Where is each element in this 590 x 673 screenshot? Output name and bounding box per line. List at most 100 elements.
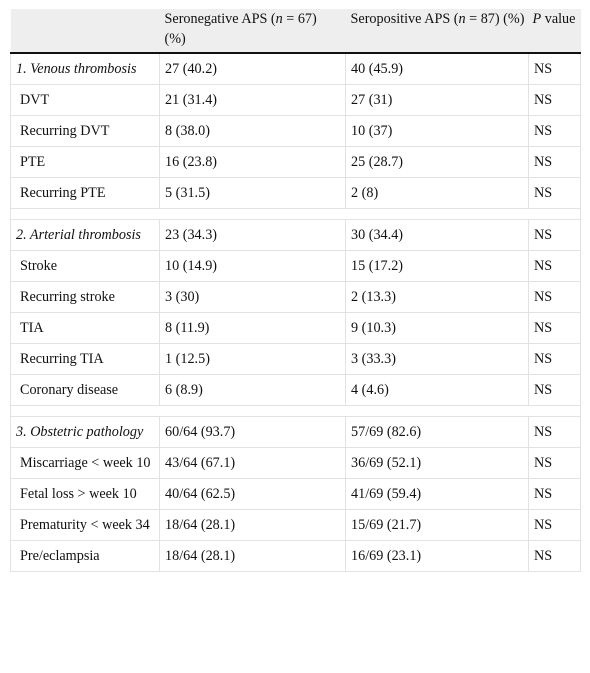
row-label: Fetal loss > week 10 [10, 478, 160, 510]
table-row: Recurring PTE 5 (31.5) 2 (8) NS [10, 177, 581, 209]
p-value: NS [528, 509, 581, 541]
spacer-cell [528, 405, 581, 417]
table-row: Prematurity < week 34 18/64 (28.1) 15/69 (… [10, 509, 581, 541]
table-row: Stroke 10 (14.9) 15 (17.2) NS [10, 250, 581, 282]
header-seronegative: Seronegative APS (n = 67) (%) [159, 9, 346, 54]
seronegative-value: 8 (11.9) [159, 312, 346, 344]
table-row: Miscarriage < week 10 43/64 (67.1) 36/69 (… [10, 447, 581, 479]
seronegative-value: 21 (31.4) [159, 84, 346, 116]
header-p-value: P value [528, 9, 581, 54]
p-value: NS [528, 52, 581, 85]
spacer-cell [345, 208, 529, 220]
seropositive-value: 36/69 (52.1) [345, 447, 529, 479]
spacer-cell [159, 405, 346, 417]
table-row: Recurring DVT 8 (38.0) 10 (37) NS [10, 115, 581, 147]
table-row: Coronary disease 6 (8.9) 4 (4.6) NS [10, 374, 581, 406]
row-label: Recurring DVT [10, 115, 160, 147]
section-spacer [10, 405, 581, 417]
header-seropositive-prefix: Seropositive APS ( [350, 11, 459, 27]
table-row: Recurring TIA 1 (12.5) 3 (33.3) NS [10, 343, 581, 375]
spacer-cell [345, 405, 529, 417]
seropositive-value: 2 (8) [345, 177, 529, 209]
row-label: Recurring PTE [10, 177, 160, 209]
spacer-cell [10, 405, 160, 417]
p-value: NS [528, 374, 581, 406]
p-value: NS [528, 447, 581, 479]
header-p-rest: value [541, 11, 576, 27]
seronegative-value: 43/64 (67.1) [159, 447, 346, 479]
table-body: 1. Venous thrombosis 27 (40.2) 40 (45.9) NS… [10, 52, 581, 572]
seronegative-value: 40/64 (62.5) [159, 478, 346, 510]
header-row: Seronegative APS (n = 67) (%) Seropositi… [10, 9, 581, 54]
table-row: DVT 21 (31.4) 27 (31) NS [10, 84, 581, 116]
p-value: NS [528, 416, 581, 448]
row-label: 3. Obstetric pathology [10, 416, 160, 448]
seronegative-value: 60/64 (93.7) [159, 416, 346, 448]
header-seropositive-n: n [458, 11, 466, 27]
table-row: Recurring stroke 3 (30) 2 (13.3) NS [10, 281, 581, 313]
seropositive-value: 16/69 (23.1) [345, 540, 529, 572]
seronegative-value: 1 (12.5) [159, 343, 346, 375]
section-row: 2. Arterial thrombosis 23 (34.3) 30 (34.4)… [10, 219, 581, 251]
row-label: TIA [10, 312, 160, 344]
table-row: PTE 16 (23.8) 25 (28.7) NS [10, 146, 581, 178]
p-value: NS [528, 343, 581, 375]
section-row: 1. Venous thrombosis 27 (40.2) 40 (45.9) NS [10, 52, 581, 85]
p-value: NS [528, 219, 581, 251]
table-container: Seronegative APS (n = 67) (%) Seropositi… [10, 9, 581, 572]
seronegative-value: 18/64 (28.1) [159, 509, 346, 541]
spacer-cell [159, 208, 346, 220]
row-label: Prematurity < week 34 [10, 509, 160, 541]
seropositive-value: 10 (37) [345, 115, 529, 147]
header-seronegative-suffix: = 67) (%) [164, 11, 317, 47]
header-seronegative-n: n [275, 11, 283, 27]
header-seropositive-suffix: = 87) (%) [465, 11, 525, 27]
spacer-cell [528, 208, 581, 220]
row-label: Recurring stroke [10, 281, 160, 313]
p-value: NS [528, 115, 581, 147]
row-label: PTE [10, 146, 160, 178]
p-value: NS [528, 146, 581, 178]
header-seropositive: Seropositive APS (n = 87) (%) [345, 9, 529, 54]
seronegative-value: 10 (14.9) [159, 250, 346, 282]
header-seronegative-prefix: Seronegative APS ( [164, 11, 276, 27]
seropositive-value: 30 (34.4) [345, 219, 529, 251]
seropositive-value: 3 (33.3) [345, 343, 529, 375]
row-label: Coronary disease [10, 374, 160, 406]
section-spacer [10, 208, 581, 220]
seropositive-value: 9 (10.3) [345, 312, 529, 344]
p-value: NS [528, 84, 581, 116]
p-value: NS [528, 250, 581, 282]
row-label: 1. Venous thrombosis [10, 52, 160, 85]
seropositive-value: 15/69 (21.7) [345, 509, 529, 541]
spacer-cell [10, 208, 160, 220]
row-label: Stroke [10, 250, 160, 282]
seronegative-value: 18/64 (28.1) [159, 540, 346, 572]
p-value: NS [528, 177, 581, 209]
row-label: Recurring TIA [10, 343, 160, 375]
seropositive-value: 25 (28.7) [345, 146, 529, 178]
row-label: Pre/eclampsia [10, 540, 160, 572]
p-value: NS [528, 478, 581, 510]
row-label: DVT [10, 84, 160, 116]
seropositive-value: 2 (13.3) [345, 281, 529, 313]
p-value: NS [528, 540, 581, 572]
seronegative-value: 23 (34.3) [159, 219, 346, 251]
seronegative-value: 27 (40.2) [159, 52, 346, 85]
p-value: NS [528, 281, 581, 313]
table-row: TIA 8 (11.9) 9 (10.3) NS [10, 312, 581, 344]
seronegative-value: 16 (23.8) [159, 146, 346, 178]
section-row: 3. Obstetric pathology 60/64 (93.7) 57/69 … [10, 416, 581, 448]
seropositive-value: 15 (17.2) [345, 250, 529, 282]
row-label: Miscarriage < week 10 [10, 447, 160, 479]
seropositive-value: 41/69 (59.4) [345, 478, 529, 510]
seronegative-value: 3 (30) [159, 281, 346, 313]
seronegative-value: 5 (31.5) [159, 177, 346, 209]
header-p-letter: P [532, 11, 542, 27]
table-row: Pre/eclampsia 18/64 (28.1) 16/69 (23.1) NS [10, 540, 581, 572]
seropositive-value: 40 (45.9) [345, 52, 529, 85]
seropositive-value: 57/69 (82.6) [345, 416, 529, 448]
seropositive-value: 27 (31) [345, 84, 529, 116]
aps-comparison-table: Seronegative APS (n = 67) (%) Seropositi… [10, 9, 581, 572]
seropositive-value: 4 (4.6) [345, 374, 529, 406]
